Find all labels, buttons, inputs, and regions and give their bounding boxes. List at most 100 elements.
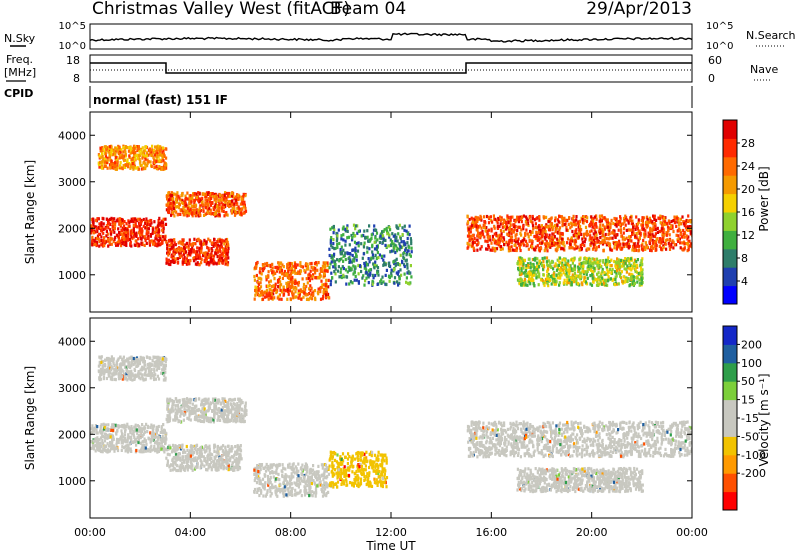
scatter-cell <box>514 240 518 244</box>
scatter-cell <box>562 281 565 285</box>
scatter-cell <box>162 445 165 450</box>
scatter-cell <box>211 259 214 263</box>
scatter-cell <box>162 431 165 435</box>
scatter-cell <box>197 197 200 201</box>
scatter-cell <box>690 225 692 229</box>
scatter-cell <box>255 273 258 278</box>
scatter-cell <box>499 247 502 251</box>
scatter-cell <box>101 166 104 170</box>
scatter-cell <box>506 243 509 247</box>
scatter-cell <box>308 279 311 283</box>
scatter-cell <box>168 198 171 202</box>
scatter-cell <box>137 217 140 221</box>
scatter-cell <box>152 438 155 442</box>
scatter-cell <box>105 217 108 221</box>
scatter-cell <box>130 217 133 221</box>
scatter-cell <box>99 149 102 153</box>
scatter-cell <box>230 203 233 207</box>
scatter-cell <box>394 239 397 243</box>
scatter-cell <box>558 268 561 272</box>
scatter-cell <box>602 278 605 282</box>
scatter-cell <box>289 297 292 301</box>
scatter-cell <box>113 163 116 167</box>
scatter-cell <box>601 276 604 280</box>
scatter-cell <box>197 199 200 203</box>
scatter-cell <box>578 228 581 232</box>
scatter-cell <box>336 269 340 273</box>
scatter-cell <box>588 247 591 251</box>
scatter-cell <box>673 218 676 222</box>
scatter-cell <box>237 463 240 467</box>
scatter-cell <box>397 262 400 267</box>
scatter-cell <box>334 263 337 267</box>
scatter-cell <box>591 276 594 280</box>
scatter-cell <box>576 221 579 225</box>
scatter-cell <box>309 269 312 273</box>
scatter-cell <box>614 260 617 264</box>
scatter-cell <box>689 231 692 235</box>
scatter-cell <box>307 273 310 277</box>
scatter-cell <box>106 433 109 437</box>
scatter-cell <box>320 267 323 272</box>
scatter-cell <box>319 290 322 294</box>
scatter-cell <box>157 424 160 429</box>
scatter-cell <box>643 235 646 239</box>
scatter-cell <box>137 434 140 438</box>
scatter-cell <box>342 233 345 237</box>
scatter-cell <box>575 234 578 238</box>
scatter-cell <box>329 239 332 243</box>
scatter-cell <box>115 164 118 168</box>
scatter-cell <box>542 282 545 286</box>
scatter-cell <box>517 220 520 224</box>
scatter-cell <box>355 258 358 262</box>
scatter-cell <box>219 239 222 243</box>
scatter-cell <box>94 449 97 453</box>
scatter-cell <box>174 197 178 202</box>
scatter-cell <box>401 226 404 230</box>
scatter-cell <box>542 216 546 220</box>
scatter-cell <box>172 193 175 197</box>
scatter-cell <box>205 468 208 472</box>
scatter-cell <box>585 257 588 261</box>
scatter-cell <box>100 223 103 227</box>
scatter-cell <box>124 429 127 434</box>
scatter-cell <box>673 243 676 247</box>
scatter-cell <box>584 237 587 241</box>
scatter-cell <box>598 219 601 223</box>
scatter-cell <box>506 217 509 221</box>
scatter-cell <box>484 239 487 243</box>
scatter-cell <box>568 271 571 276</box>
scatter-cell <box>380 281 383 285</box>
scatter-cell <box>662 227 665 231</box>
scatter-cell <box>641 268 644 272</box>
scatter-cell <box>390 249 394 253</box>
scatter-cell <box>262 293 265 297</box>
scatter-cell <box>623 227 626 231</box>
scatter-cell <box>259 293 262 297</box>
scatter-cell <box>289 280 292 284</box>
scatter-cell <box>138 221 141 225</box>
scatter-cell <box>311 277 314 281</box>
scatter-cell <box>664 220 667 224</box>
scatter-cell <box>600 214 604 218</box>
scatter-cell <box>366 246 369 250</box>
scatter-cell <box>560 273 563 277</box>
scatter-cell <box>373 247 377 251</box>
scatter-cell <box>186 253 189 258</box>
scatter-cell <box>392 249 395 253</box>
scatter-cell <box>216 209 219 213</box>
scatter-cell <box>99 449 102 453</box>
scatter-cell <box>312 268 315 272</box>
scatter-cell <box>232 195 235 199</box>
scatter-cell <box>154 226 157 230</box>
scatter-cell <box>543 256 546 260</box>
scatter-cell <box>342 266 345 271</box>
scatter-cell <box>606 259 609 263</box>
scatter-cell <box>154 236 157 240</box>
scatter-cell <box>155 164 158 168</box>
scatter-cell <box>223 214 226 218</box>
scatter-cell <box>90 427 93 431</box>
scatter-cell <box>664 216 667 220</box>
scatter-cell <box>607 241 610 245</box>
scatter-cell <box>598 278 601 282</box>
